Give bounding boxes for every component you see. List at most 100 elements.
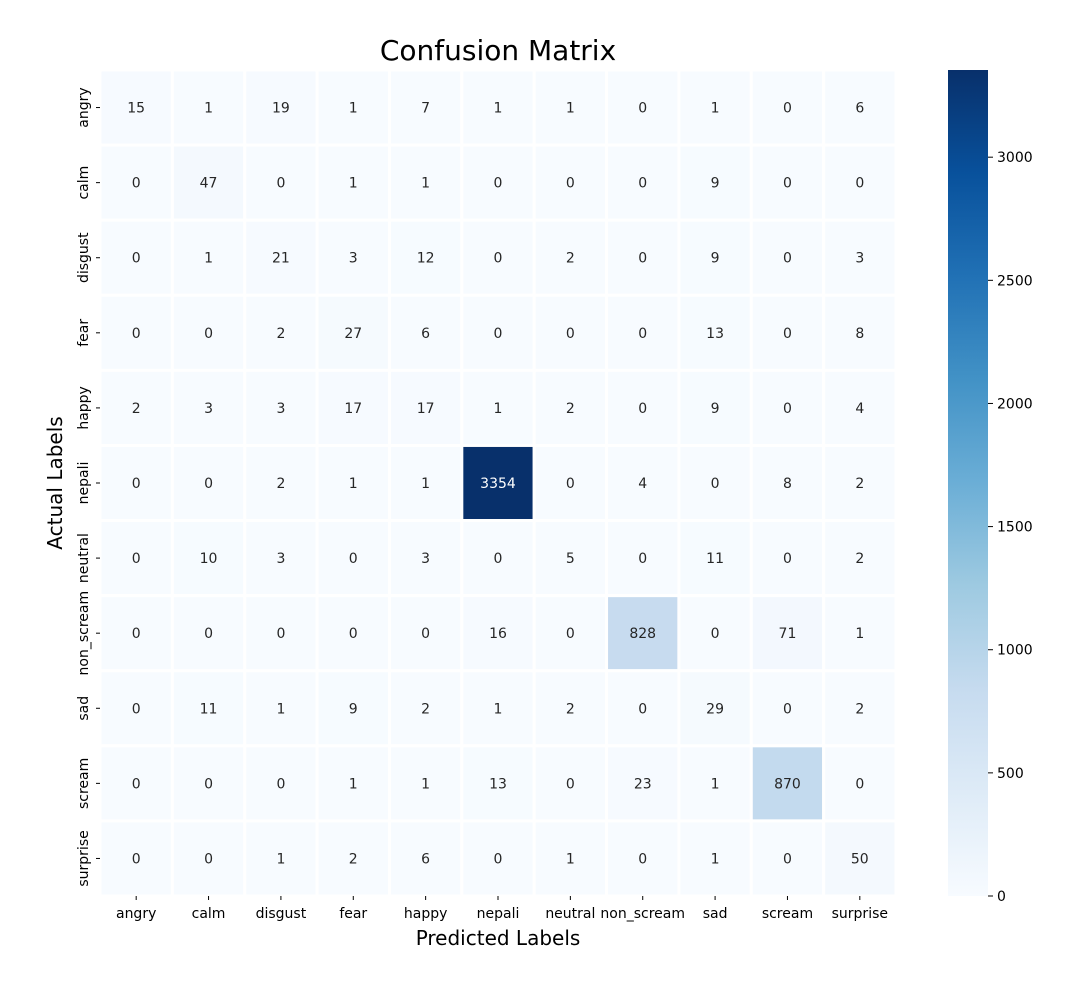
x-tick-label: calm — [192, 906, 226, 922]
heatmap-cell — [387, 744, 464, 823]
heatmap-cell — [677, 218, 753, 297]
heatmap-cell — [460, 819, 536, 898]
x-tick-label: nepali — [477, 906, 520, 922]
cell-value-label: 3354 — [480, 476, 516, 492]
heatmap-cell — [822, 368, 898, 447]
heatmap-cell — [749, 368, 826, 447]
heatmap-cell — [605, 68, 681, 147]
cell-value-label: 8 — [783, 476, 792, 492]
cell-value-label: 3 — [204, 401, 213, 417]
cell-value-label: 2 — [855, 701, 864, 717]
cell-value-label: 1 — [711, 776, 720, 792]
cell-value-label: 13 — [489, 776, 507, 792]
chart-title: Confusion Matrix — [380, 34, 616, 67]
y-tick-label: non_scream — [76, 591, 92, 676]
heatmap-cell — [243, 143, 319, 222]
colorbar-tick-label: 2000 — [997, 396, 1033, 412]
cell-value-label: 6 — [855, 101, 864, 117]
cell-value-label: 0 — [855, 776, 864, 792]
cell-value-label: 0 — [132, 851, 141, 867]
cell-value-label: 1 — [349, 776, 358, 792]
heatmap-cell — [170, 594, 247, 673]
cell-value-label: 1 — [421, 176, 430, 192]
cell-value-label: 828 — [629, 626, 656, 642]
cell-value-label: 2 — [132, 401, 141, 417]
y-tick-label: sad — [76, 696, 92, 721]
cell-value-label: 2 — [349, 851, 358, 867]
heatmap-cell — [605, 519, 681, 598]
cell-value-label: 17 — [417, 401, 435, 417]
cell-value-label: 0 — [494, 251, 503, 267]
cell-value-label: 1 — [421, 476, 430, 492]
heatmap-cell — [98, 594, 174, 673]
heatmap-cell — [605, 594, 681, 673]
heatmap-cell — [532, 519, 609, 598]
cell-value-label: 0 — [783, 176, 792, 192]
cell-value-label: 15 — [127, 101, 145, 117]
heatmap-cell — [677, 443, 753, 523]
heatmap-cell — [677, 368, 753, 447]
colorbar-tick-label: 1500 — [997, 520, 1033, 536]
cell-value-label: 2 — [276, 326, 285, 342]
cell-value-label: 47 — [200, 176, 218, 192]
cell-value-label: 1 — [349, 176, 358, 192]
cell-value-label: 0 — [783, 551, 792, 567]
heatmap-cell — [98, 143, 174, 222]
cell-value-label: 0 — [204, 851, 213, 867]
x-tick-label: sad — [703, 906, 728, 922]
cell-value-label: 870 — [774, 776, 801, 792]
colorbar-ticks: 0 500 1000 1500 2000 2500 3000 — [988, 150, 1033, 905]
cell-value-label: 4 — [638, 476, 647, 492]
cell-value-label: 11 — [200, 701, 218, 717]
heatmap-cell — [822, 669, 898, 748]
heatmap-cell — [315, 443, 391, 523]
cell-value-label: 1 — [855, 626, 864, 642]
heatmap-cell — [460, 443, 536, 523]
cell-value-label: 0 — [132, 176, 141, 192]
y-tick-label: scream — [76, 758, 92, 809]
heatmap-cell — [677, 143, 753, 222]
cell-value-label: 1 — [711, 851, 720, 867]
heatmap-cell — [677, 669, 753, 748]
heatmap-cell — [605, 669, 681, 748]
x-tick-label: angry — [116, 906, 156, 922]
y-tick-label: surprise — [76, 830, 92, 886]
heatmap-cell — [532, 218, 609, 297]
cell-value-label: 29 — [706, 701, 724, 717]
cell-value-label: 4 — [855, 401, 864, 417]
cell-value-label: 3 — [349, 251, 358, 267]
y-tick-label: happy — [76, 386, 92, 430]
cell-value-label: 1 — [204, 251, 213, 267]
cell-value-label: 1 — [711, 101, 720, 117]
colorbar-tick-label: 3000 — [997, 150, 1033, 166]
heatmap-cell — [387, 218, 464, 297]
x-axis-label: Predicted Labels — [416, 926, 581, 950]
cell-value-label: 0 — [783, 401, 792, 417]
cell-value-label: 0 — [421, 626, 430, 642]
cell-value-label: 2 — [566, 701, 575, 717]
heatmap-cell — [822, 68, 898, 147]
cell-value-label: 2 — [855, 476, 864, 492]
heatmap-cell — [749, 819, 826, 898]
colorbar — [948, 70, 988, 896]
cell-value-label: 0 — [494, 326, 503, 342]
cell-value-label: 0 — [638, 401, 647, 417]
heatmap-cell — [822, 519, 898, 598]
y-tick-label: angry — [76, 87, 92, 127]
cell-value-label: 2 — [276, 476, 285, 492]
x-tick-label: scream — [762, 906, 813, 922]
cell-value-label: 0 — [566, 626, 575, 642]
cell-value-label: 8 — [855, 326, 864, 342]
heatmap-cell — [749, 143, 826, 222]
cell-value-label: 0 — [638, 326, 647, 342]
y-tick-label: fear — [76, 319, 92, 347]
cell-value-label: 9 — [711, 401, 720, 417]
heatmap-cell — [822, 143, 898, 222]
cell-value-label: 1 — [204, 101, 213, 117]
heatmap-cell — [460, 68, 536, 147]
heatmap-cell — [749, 594, 826, 673]
y-tick-labels: angry calm disgust fear happy nepali neutral no… — [76, 87, 100, 887]
heatmap-cell — [98, 368, 174, 447]
cell-value-label: 9 — [711, 176, 720, 192]
cell-value-label: 1 — [421, 776, 430, 792]
